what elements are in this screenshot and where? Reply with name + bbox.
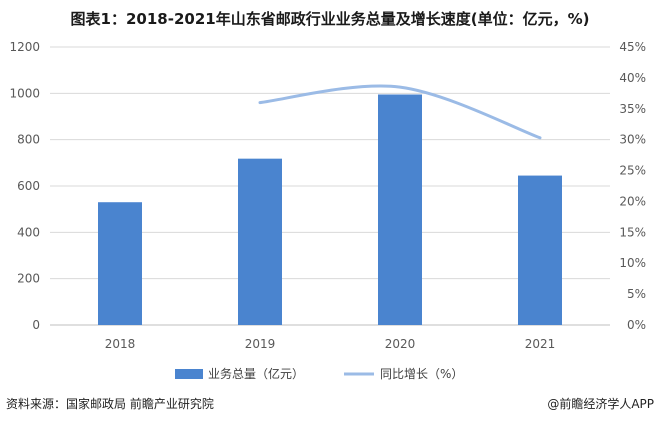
footer: 资料来源：国家邮政局 前瞻产业研究院 @前瞻经济学人APP [0, 395, 660, 417]
y-right-tick-label: 15% [619, 225, 646, 239]
y-left-tick-label: 200 [17, 272, 40, 286]
growth-line [258, 84, 542, 140]
brand-watermark: @前瞻经济学人APP [547, 397, 654, 411]
bars [98, 94, 562, 325]
x-tick-label: 2019 [245, 337, 276, 351]
source-note: 资料来源：国家邮政局 前瞻产业研究院 [6, 397, 214, 411]
x-axis: 2018 2019 2020 2021 [105, 337, 556, 351]
y-right-tick-label: 10% [619, 256, 646, 270]
y-right-tick-label: 45% [619, 40, 646, 54]
bar [98, 202, 142, 325]
right-axis: 0% 5% 10% 15% 20% 25% 30% 35% 40% 45% [619, 40, 646, 332]
y-left-tick-label: 600 [17, 179, 40, 193]
x-tick-label: 2018 [105, 337, 136, 351]
x-tick-label: 2021 [525, 337, 556, 351]
y-right-tick-label: 35% [619, 102, 646, 116]
y-left-tick-label: 0 [32, 318, 40, 332]
x-tick-label: 2020 [385, 337, 416, 351]
legend: 业务总量（亿元） 同比增长（%） [175, 366, 463, 381]
y-right-tick-label: 5% [627, 287, 646, 301]
y-left-tick-label: 1200 [9, 40, 40, 54]
y-left-tick-label: 800 [17, 133, 40, 147]
chart-title: 图表1：2018-2021年山东省邮政行业业务总量及增长速度(单位：亿元，%) [70, 10, 590, 28]
y-right-tick-label: 0% [627, 318, 646, 332]
y-right-tick-label: 40% [619, 71, 646, 85]
y-left-tick-label: 1000 [9, 86, 40, 100]
grid-lines [50, 46, 610, 326]
y-right-tick-label: 20% [619, 194, 646, 208]
legend-bar-label: 业务总量（亿元） [208, 366, 304, 381]
legend-line-label: 同比增长（%） [380, 367, 463, 381]
growth-line-path [258, 84, 542, 140]
bar [238, 158, 282, 325]
y-right-tick-label: 30% [619, 133, 646, 147]
bar [518, 175, 562, 325]
bar [378, 94, 422, 325]
y-right-tick-label: 25% [619, 164, 646, 178]
y-left-tick-label: 400 [17, 225, 40, 239]
legend-bar-swatch [175, 369, 203, 379]
chart-svg: 0 200 400 600 800 1000 1200 0% 5% 10% 15% 20% 25% 30… [9, 40, 646, 381]
left-axis: 0 200 400 600 800 1000 1200 [9, 40, 40, 332]
